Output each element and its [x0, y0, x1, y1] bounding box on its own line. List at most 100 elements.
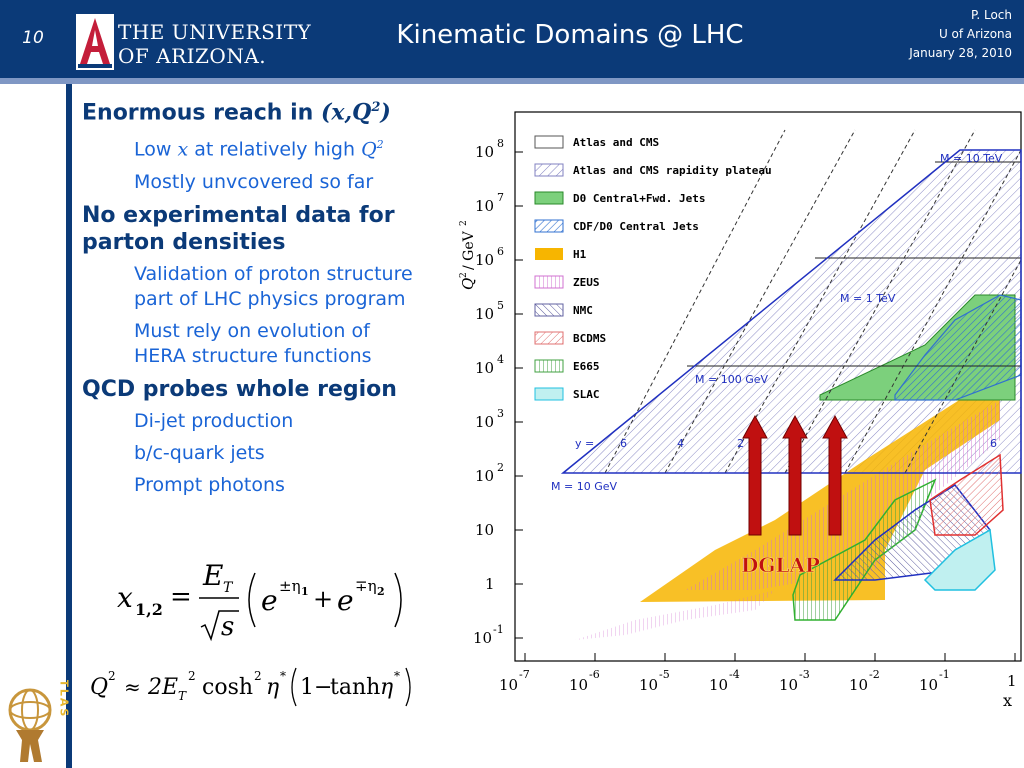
legend-label: E665	[573, 360, 600, 373]
legend-label: SLAC	[573, 388, 600, 401]
eq-sup1-sub: 1	[301, 585, 309, 598]
legend-label: BCDMS	[573, 332, 606, 345]
eq-sup2-sub: 2	[377, 585, 385, 598]
y-tick-exp: 7	[497, 191, 504, 204]
x-tick-exp: -1	[939, 668, 950, 681]
eq2-star2: *	[394, 669, 400, 683]
sqrt-symbol	[200, 610, 239, 642]
bullet-text: at relatively high	[188, 138, 362, 161]
y-tick: 10	[475, 467, 494, 485]
q-squared-equation: Q 2 ≈ 2E T 2 cosh 2 η * 1 − tanh η *	[90, 667, 411, 707]
x-tick: 10	[849, 676, 868, 694]
rapidity-label: 4	[677, 437, 684, 450]
eq2-q-sup: 2	[108, 669, 116, 683]
eq-term2: e	[337, 584, 354, 617]
bullet-level2: b/c-quark jets	[134, 441, 265, 464]
rapidity-label: 2	[737, 437, 744, 450]
x-tick: 10	[709, 676, 728, 694]
x-tick: 10	[639, 676, 658, 694]
legend-label: Atlas and CMS rapidity plateau	[573, 164, 772, 177]
eq2-coef-sub: T	[178, 689, 187, 703]
legend-label: ZEUS	[573, 276, 600, 289]
slide-number: 10	[22, 28, 44, 48]
x-tick: 10	[919, 676, 938, 694]
y-tick-exp: 6	[497, 245, 504, 258]
eq2-one: 1	[300, 675, 314, 700]
eq2-approx: ≈	[124, 675, 141, 699]
rapidity-label: y =	[575, 437, 594, 450]
y-tick: 10	[475, 143, 494, 161]
y-tick: 10	[475, 251, 494, 269]
eq2-coef-sup: 2	[188, 669, 196, 683]
x-tick: 10	[779, 676, 798, 694]
bullet-level2: Validation of proton structure part of L…	[134, 262, 413, 310]
bullet-level2: Di-jet production	[134, 409, 294, 432]
y-tick: 10	[475, 305, 494, 323]
momentum-fraction-equation: x 1,2 = E T s e ±η 1 + e ∓η 2	[117, 559, 402, 642]
legend: Atlas and CMS Atlas and CMS rapidity pla…	[534, 135, 772, 401]
y-axis-label: Q 2 / GeV 2	[459, 220, 477, 290]
eq-sup1: ±η	[279, 577, 301, 595]
y-tick: 10	[475, 521, 494, 539]
logo-text-line1: THE UNIVERSITY	[118, 20, 312, 44]
eq2-eta: η	[266, 675, 279, 700]
logo-text-line2: OF ARIZONA.	[118, 44, 267, 68]
x-tick: 10	[499, 676, 518, 694]
eq2-cosh: cosh	[202, 675, 253, 700]
svg-text:2: 2	[459, 272, 469, 278]
bullet-text: Low	[134, 138, 178, 161]
bullet-list: Enormous reach in (x,Q2) Low x at relati…	[82, 94, 427, 505]
legend-label: CDF/D0 Central Jets	[573, 220, 699, 233]
y-tick-exp: 8	[497, 137, 504, 150]
eq-den: s	[221, 612, 234, 642]
eq2-star: *	[280, 669, 286, 683]
x-tick-exp: -5	[659, 668, 670, 681]
mass-label: M = 100 GeV	[695, 373, 768, 386]
mass-label: M = 1 TeV	[840, 292, 896, 305]
bullet-level2: Must rely on evolution of HERA structure…	[134, 319, 372, 367]
bullet-level1: No experimental data for parton densitie…	[82, 202, 395, 255]
eq-equals: =	[170, 582, 192, 612]
y-tick-exp: -1	[493, 623, 504, 636]
rapidity-label: 6	[620, 437, 627, 450]
eq-sup2: ∓η	[355, 577, 377, 595]
bullet-math: x	[177, 138, 189, 161]
zeus-region	[685, 400, 1000, 590]
eq-num: E	[202, 559, 223, 592]
eq2-eta2: η	[380, 675, 393, 700]
y-tick-labels: 10 8 10 7 10 6 10 5 10 4 10 3 10 2 10 1 10 -1	[473, 137, 504, 647]
eq2-minus: −	[314, 675, 332, 700]
bullet-level1: Enormous reach in (x,Q2)	[82, 94, 427, 126]
mass-label: M = 10 TeV	[940, 152, 1003, 165]
svg-text:2: 2	[459, 220, 469, 226]
atlas-logo-icon: ATLAS	[8, 680, 71, 762]
bullet-level1: QCD probes whole region	[82, 376, 397, 402]
y-tick-exp: 2	[497, 461, 504, 474]
x-tick: 1	[1007, 672, 1017, 690]
slide-title: Kinematic Domains @ LHC	[396, 20, 744, 50]
y-tick: 10	[475, 359, 494, 377]
atlas-logo-text: ATLAS	[58, 680, 71, 718]
bullet-text: Enormous reach in	[82, 100, 321, 126]
eq-term1: e	[261, 584, 278, 617]
header-divider	[0, 78, 1024, 84]
eq-num-sub: T	[223, 580, 234, 596]
x-tick-labels: 10-7 10-6 10-5 10-4 10-3 10-2 10-1 1	[499, 668, 1017, 694]
eq2-tanh: tanh	[330, 675, 380, 700]
y-tick: 1	[485, 575, 495, 593]
slac-region	[923, 528, 996, 591]
bullet-math-sup: 2	[376, 138, 384, 152]
author-name: P. Loch	[970, 8, 1012, 22]
bcdms-region	[929, 453, 1004, 536]
x-axis-label: x	[1003, 691, 1012, 710]
low-q2-tail	[575, 590, 775, 640]
presentation-date: January 28, 2010	[909, 46, 1012, 60]
dglap-arrows-icon	[742, 414, 848, 536]
bullet-level2: Prompt photons	[134, 473, 285, 496]
svg-text:/ GeV: / GeV	[461, 230, 477, 270]
rapidity-label: 6	[990, 437, 997, 450]
bullet-math: Q	[361, 138, 377, 161]
atlas-cms-boundary	[560, 149, 1022, 474]
y-tick: 10	[475, 413, 494, 431]
legend-label: H1	[573, 248, 587, 261]
